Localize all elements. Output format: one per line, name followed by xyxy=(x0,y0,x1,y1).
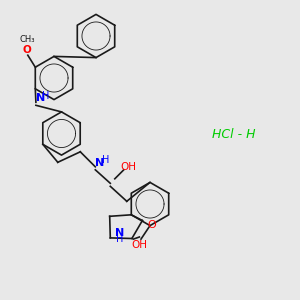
Text: OH: OH xyxy=(120,162,136,172)
Text: H: H xyxy=(42,91,50,101)
Text: O: O xyxy=(147,220,156,230)
Text: H: H xyxy=(116,234,124,244)
Text: N: N xyxy=(115,227,124,238)
Text: HCl - H: HCl - H xyxy=(212,128,256,142)
Text: N: N xyxy=(95,158,104,168)
Text: H: H xyxy=(102,155,110,165)
Text: N: N xyxy=(36,93,45,103)
Text: O: O xyxy=(22,45,31,55)
Text: CH₃: CH₃ xyxy=(19,35,34,44)
Text: OH: OH xyxy=(131,240,148,250)
